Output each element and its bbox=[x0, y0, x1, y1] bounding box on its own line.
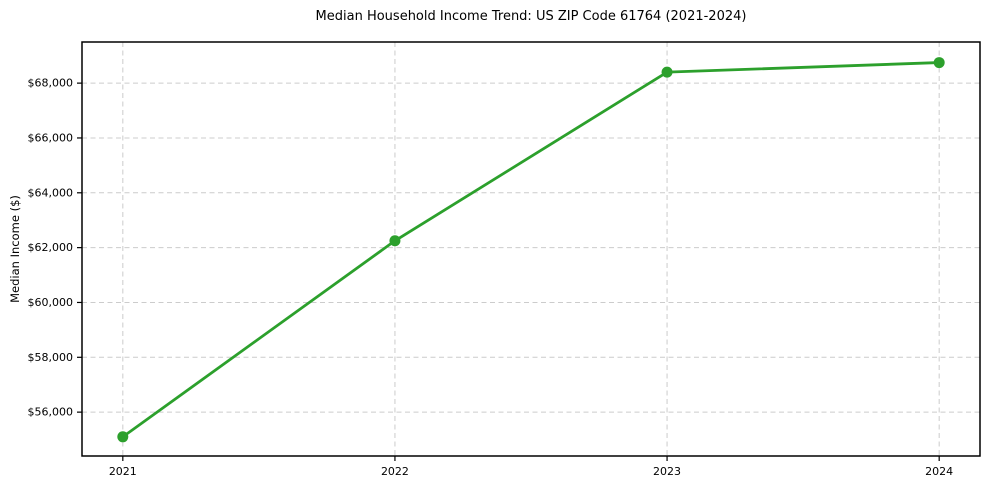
y-tick-label: $62,000 bbox=[28, 241, 74, 254]
data-point bbox=[117, 431, 129, 443]
plot-border bbox=[81, 41, 981, 457]
data-point bbox=[661, 66, 673, 78]
data-point bbox=[933, 57, 945, 69]
y-tick-label: $60,000 bbox=[28, 296, 74, 309]
y-tick-label: $58,000 bbox=[28, 351, 74, 364]
y-tick-label: $64,000 bbox=[28, 186, 74, 199]
x-tick-label: 2023 bbox=[653, 465, 681, 478]
y-tick-label: $68,000 bbox=[28, 77, 74, 90]
chart-title: Median Household Income Trend: US ZIP Co… bbox=[315, 9, 747, 24]
series-line bbox=[121, 61, 941, 439]
y-tick-label: $66,000 bbox=[28, 131, 74, 144]
x-tick-label: 2022 bbox=[381, 465, 409, 478]
x-tick-label: 2021 bbox=[109, 465, 137, 478]
x-tick-label: 2024 bbox=[925, 465, 953, 478]
data-point bbox=[389, 235, 401, 247]
y-tick-label: $56,000 bbox=[28, 406, 74, 419]
